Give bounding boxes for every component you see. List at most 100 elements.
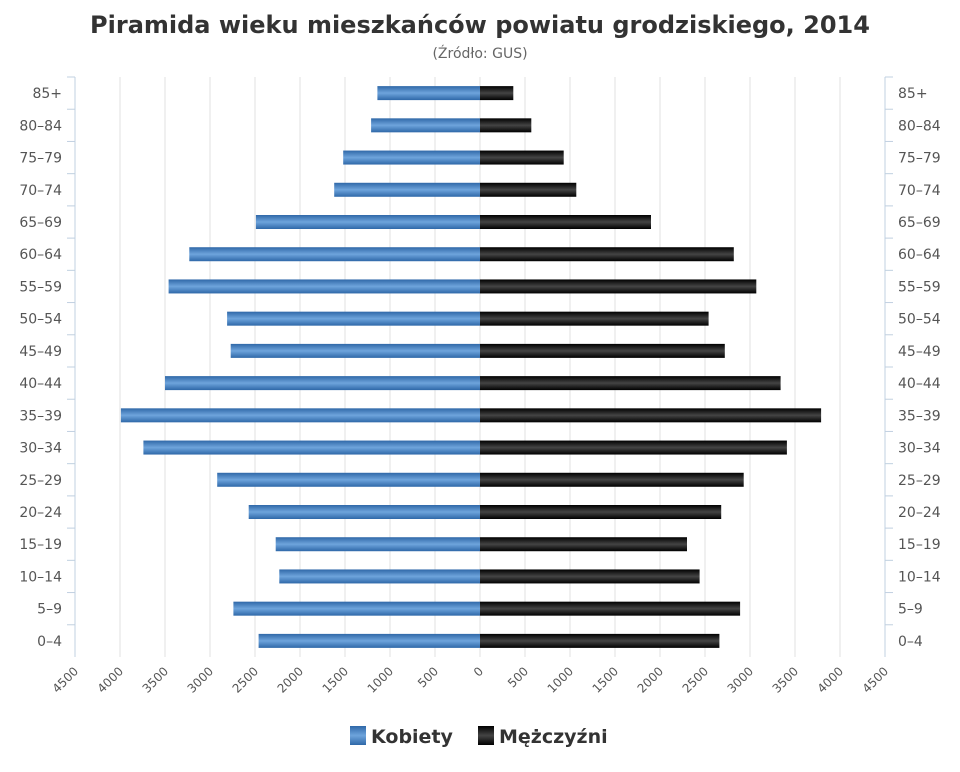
category-label-left: 40–44	[19, 376, 62, 392]
category-label-right: 80–84	[898, 118, 941, 134]
x-tick-label: 1000	[365, 664, 396, 695]
bar-kobiety-10-14[interactable]	[279, 569, 480, 584]
bar-kobiety-20-24[interactable]	[248, 505, 480, 519]
x-tick-label: 2000	[275, 664, 306, 695]
x-tick-label: 2500	[230, 664, 261, 695]
bar-mezczyzni-40-44[interactable]	[480, 376, 781, 391]
category-label-right: 60–64	[898, 247, 941, 263]
category-label-right: 50–54	[898, 312, 941, 328]
category-label-right: 0–4	[898, 634, 923, 650]
bar-mezczyzni-80-84[interactable]	[480, 118, 532, 133]
bar-mezczyzni-35-39[interactable]	[480, 408, 822, 423]
chart-subtitle: (Źródło: GUS)	[432, 44, 527, 62]
bar-mezczyzni-60-64[interactable]	[480, 247, 734, 262]
category-label-right: 55–59	[898, 279, 941, 295]
category-label-left: 55–59	[19, 279, 62, 295]
legend-label: Kobiety	[371, 726, 454, 748]
category-label-left: 20–24	[19, 505, 62, 521]
bar-kobiety-85+[interactable]	[377, 86, 480, 101]
x-tick-label: 500	[415, 664, 441, 690]
category-label-right: 85+	[898, 86, 928, 102]
category-label-left: 25–29	[19, 473, 62, 489]
category-label-right: 40–44	[898, 376, 941, 392]
category-label-right: 35–39	[898, 408, 941, 424]
bar-kobiety-35-39[interactable]	[120, 408, 481, 423]
category-label-right: 5–9	[898, 602, 923, 618]
x-tick-label: 3000	[185, 664, 216, 695]
category-label-left: 30–34	[19, 441, 62, 457]
legend-label: Mężczyźni	[499, 726, 608, 748]
category-label-left: 75–79	[19, 151, 62, 167]
category-label-right: 25–29	[898, 473, 941, 489]
legend-item-kobiety[interactable]: Kobiety	[350, 726, 454, 748]
category-label-left: 35–39	[19, 408, 62, 424]
bar-mezczyzni-0-4[interactable]	[480, 633, 720, 648]
bar-kobiety-80-84[interactable]	[371, 118, 480, 133]
bar-kobiety-55-59[interactable]	[168, 279, 480, 294]
bar-kobiety-65-69[interactable]	[255, 215, 480, 229]
x-tick-label: 1500	[320, 664, 351, 695]
x-tick-label: 1000	[545, 664, 576, 695]
chart-title: Piramida wieku mieszkańców powiatu grodz…	[90, 11, 870, 39]
bar-kobiety-5-9[interactable]	[233, 601, 480, 616]
category-label-left: 70–74	[19, 183, 62, 199]
bar-mezczyzni-50-54[interactable]	[480, 311, 709, 326]
bar-kobiety-30-34[interactable]	[143, 440, 480, 455]
bar-mezczyzni-75-79[interactable]	[480, 150, 564, 165]
bar-kobiety-60-64[interactable]	[189, 247, 481, 262]
x-tick-label: 500	[505, 664, 531, 690]
bar-mezczyzni-55-59[interactable]	[480, 279, 757, 294]
category-label-right: 30–34	[898, 441, 941, 457]
bar-mezczyzni-30-34[interactable]	[480, 440, 787, 455]
x-tick-label: 2000	[635, 664, 666, 695]
bar-mezczyzni-20-24[interactable]	[480, 505, 722, 519]
category-label-left: 5–9	[37, 602, 62, 618]
category-label-left: 65–69	[19, 215, 62, 231]
x-tick-label: 3500	[140, 664, 171, 695]
bar-kobiety-50-54[interactable]	[227, 311, 480, 326]
bar-mezczyzni-5-9[interactable]	[480, 601, 741, 616]
category-label-left: 10–14	[19, 569, 62, 585]
legend-item-mezczyzni[interactable]: Mężczyźni	[478, 726, 608, 748]
category-label-left: 60–64	[19, 247, 62, 263]
bar-mezczyzni-10-14[interactable]	[480, 569, 700, 584]
bar-mezczyzni-85+[interactable]	[480, 86, 514, 101]
legend-swatch	[350, 726, 366, 745]
bar-mezczyzni-25-29[interactable]	[480, 472, 744, 487]
x-tick-label: 4500	[50, 664, 81, 695]
category-label-left: 85+	[32, 86, 62, 102]
x-tick-label: 3500	[770, 664, 801, 695]
x-tick-label: 3000	[725, 664, 756, 695]
bar-kobiety-15-19[interactable]	[275, 537, 480, 552]
category-label-left: 80–84	[19, 118, 62, 134]
bar-mezczyzni-70-74[interactable]	[480, 182, 577, 197]
bar-kobiety-40-44[interactable]	[165, 376, 480, 391]
x-tick-label: 4500	[860, 664, 891, 695]
x-tick-label: 1500	[590, 664, 621, 695]
bar-kobiety-70-74[interactable]	[334, 182, 480, 197]
category-label-right: 45–49	[898, 344, 941, 360]
category-label-right: 65–69	[898, 215, 941, 231]
category-label-left: 45–49	[19, 344, 62, 360]
bar-mezczyzni-65-69[interactable]	[480, 215, 651, 229]
x-tick-label: 4000	[95, 664, 126, 695]
bar-kobiety-0-4[interactable]	[258, 633, 480, 648]
category-label-right: 15–19	[898, 537, 941, 553]
category-label-right: 70–74	[898, 183, 941, 199]
bar-kobiety-75-79[interactable]	[343, 150, 480, 165]
x-tick-label: 4000	[815, 664, 846, 695]
x-tick-label: 0	[471, 664, 486, 679]
bar-kobiety-45-49[interactable]	[230, 343, 480, 358]
category-label-left: 0–4	[37, 634, 62, 650]
category-label-right: 20–24	[898, 505, 941, 521]
category-label-left: 15–19	[19, 537, 62, 553]
bar-kobiety-25-29[interactable]	[217, 472, 480, 487]
category-label-left: 50–54	[19, 312, 62, 328]
legend-swatch	[478, 726, 494, 745]
bar-mezczyzni-45-49[interactable]	[480, 343, 725, 358]
category-label-right: 75–79	[898, 151, 941, 167]
x-tick-label: 2500	[680, 664, 711, 695]
category-label-right: 10–14	[898, 569, 941, 585]
bar-mezczyzni-15-19[interactable]	[480, 537, 687, 552]
